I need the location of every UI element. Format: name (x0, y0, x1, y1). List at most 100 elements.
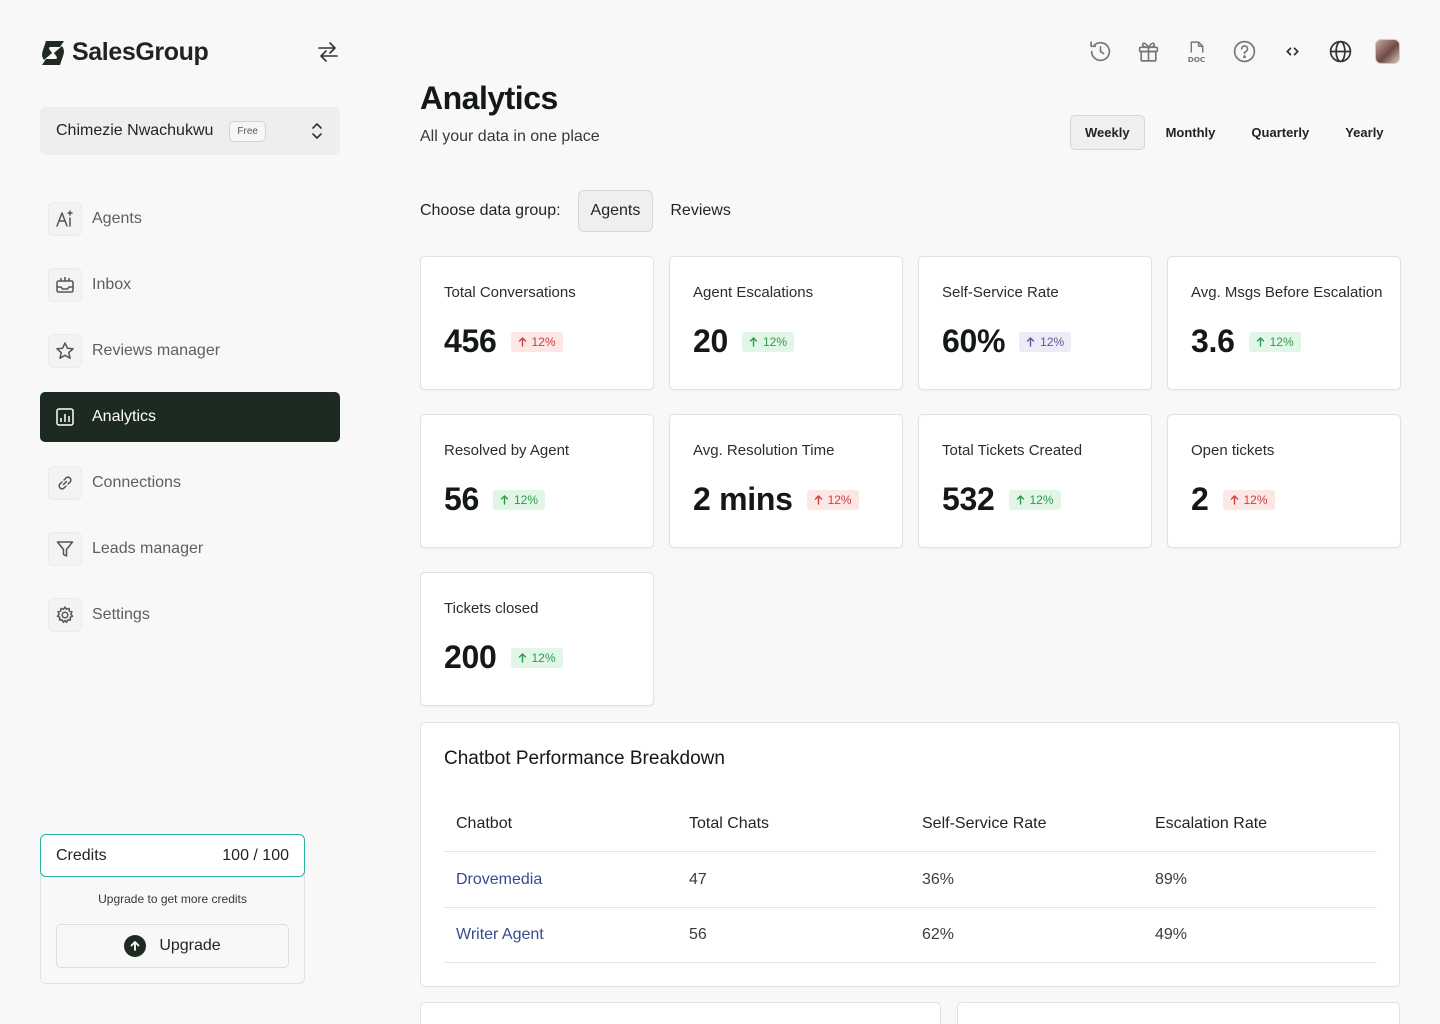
chatbot-link[interactable]: Drovemedia (456, 870, 543, 888)
metric-change-value: 12% (531, 650, 556, 665)
star-icon (48, 334, 82, 368)
help-icon[interactable] (1231, 38, 1258, 65)
top-toolbar: DOC (1087, 38, 1400, 65)
collapse-sidebar-icon[interactable] (316, 40, 340, 64)
table-cell: 56 (689, 926, 707, 943)
sidebar-item-leads-manager[interactable]: Leads manager (40, 524, 340, 574)
metric-change-value: 12% (1269, 334, 1294, 349)
arrow-up-icon (1026, 336, 1035, 347)
metric-title: Tickets closed (444, 600, 539, 617)
arrow-up-icon (814, 494, 822, 505)
panel-title: Chatbot Performance Breakdown (444, 748, 725, 769)
metric-title: Self-Service Rate (942, 284, 1059, 301)
history-icon[interactable] (1087, 38, 1114, 65)
chatbot-performance-panel: Chatbot Performance Breakdown Chatbot To… (420, 722, 1400, 987)
metric-value: 532 (942, 481, 995, 517)
chatbot-link[interactable]: Writer Agent (456, 926, 544, 943)
avatar[interactable] (1375, 39, 1400, 64)
sidebar-item-connections[interactable]: Connections (40, 458, 340, 508)
tab-yearly[interactable]: Yearly (1345, 125, 1384, 140)
metric-card-self-service-rate: Self-Service Rate 60% 12% (918, 256, 1152, 390)
tab-reviews[interactable]: Reviews (670, 202, 731, 219)
globe-icon[interactable] (1327, 38, 1354, 65)
metric-change-badge: 12% (493, 489, 546, 510)
arrow-up-icon (124, 935, 147, 957)
metric-value: 56 (444, 481, 479, 517)
table-cell: 36% (922, 870, 955, 888)
metric-title: Total Tickets Created (942, 442, 1083, 459)
code-icon[interactable] (1279, 38, 1306, 65)
performance-table: Chatbot Total Chats Self-Service Rate Es… (444, 797, 1377, 963)
metric-change-value: 12% (1040, 334, 1065, 349)
tab-monthly[interactable]: Monthly (1165, 125, 1216, 140)
gift-icon[interactable] (1135, 38, 1162, 65)
page-subtitle: All your data in one place (420, 128, 600, 145)
gear-icon (48, 598, 82, 632)
arrow-up-icon (1256, 336, 1264, 347)
workspace-switcher[interactable]: Chimezie Nwachukwu Free (40, 107, 340, 155)
arrow-up-icon (749, 336, 758, 347)
metric-value: 2 (1191, 481, 1209, 517)
metric-card-avg-msgs-before-escalation: Avg. Msgs Before Escalation 3.6 12% (1167, 256, 1401, 390)
sidebar-item-analytics[interactable]: Analytics (40, 392, 340, 442)
sidebar-item-label: Leads manager (92, 540, 204, 557)
metric-change-value: 12% (514, 492, 539, 507)
metric-value: 3.6 (1191, 323, 1235, 359)
metric-change-badge: 12% (510, 647, 563, 668)
table-cell: 49% (1155, 926, 1188, 943)
workspace-name: Chimezie Nwachukwu (56, 122, 214, 139)
analytics-icon (48, 400, 82, 434)
metric-change-badge: 12% (1019, 331, 1072, 352)
upgrade-button[interactable]: Upgrade (56, 924, 289, 968)
tab-agents[interactable]: Agents (577, 190, 654, 232)
metric-value: 2 mins (693, 481, 793, 517)
credits-value: 100 / 100 (222, 846, 289, 864)
credits-box: Credits 100 / 100 Upgrade to get more cr… (40, 834, 305, 984)
metric-change-value: 12% (531, 334, 556, 349)
table-row: Drovemedia 47 36% 89% (444, 851, 1377, 907)
link-icon (48, 466, 82, 500)
sidebar-item-label: Agents (92, 210, 142, 227)
panel-card (420, 1002, 941, 1024)
metric-change-value: 12% (763, 334, 788, 349)
metric-card-total-conversations: Total Conversations 456 12% (420, 256, 654, 390)
tab-quarterly[interactable]: Quarterly (1251, 125, 1310, 140)
metric-title: Open tickets (1191, 442, 1275, 459)
credits-label: Credits (56, 846, 107, 864)
metric-value: 456 (444, 323, 497, 359)
brand-logo-icon (42, 40, 64, 65)
column-header: Escalation Rate (1155, 815, 1268, 832)
data-group-selector: Choose data group: Agents Reviews (420, 190, 748, 232)
svg-text:DOC: DOC (1188, 55, 1206, 64)
metric-change-value: 12% (1029, 492, 1054, 507)
plan-badge: Free (229, 120, 266, 142)
column-header: Chatbot (456, 815, 513, 832)
metric-title: Resolved by Agent (444, 442, 570, 459)
panel-card (957, 1002, 1400, 1024)
metric-title: Avg. Msgs Before Escalation (1191, 284, 1383, 301)
arrow-up-icon (518, 652, 526, 663)
table-cell: 89% (1155, 870, 1188, 888)
table-cell: 47 (689, 870, 707, 888)
metric-change-badge: 12% (806, 489, 859, 510)
sidebar-item-agents[interactable]: Agents (40, 194, 340, 244)
metric-card-resolved-by-agent: Resolved by Agent 56 12% (420, 414, 654, 548)
tab-weekly[interactable]: Weekly (1070, 115, 1145, 150)
metric-change-badge: 12% (1248, 331, 1301, 352)
doc-icon[interactable]: DOC (1183, 38, 1210, 65)
data-group-label: Choose data group: (420, 202, 561, 219)
sidebar-item-reviews-manager[interactable]: Reviews manager (40, 326, 340, 376)
sidebar-item-label: Settings (92, 606, 150, 623)
arrow-up-icon (518, 336, 526, 347)
sidebar-item-settings[interactable]: Settings (40, 590, 340, 640)
credits-header: Credits 100 / 100 (40, 834, 305, 877)
upgrade-label: Upgrade (159, 937, 221, 954)
metric-change-value: 12% (827, 492, 852, 507)
metric-value: 60% (942, 323, 1006, 359)
metric-change-badge: 12% (1008, 489, 1061, 510)
brand[interactable]: SalesGroup (40, 38, 209, 67)
column-header: Self-Service Rate (922, 815, 1047, 832)
metric-title: Total Conversations (444, 284, 576, 301)
sidebar-item-inbox[interactable]: Inbox (40, 260, 340, 310)
brand-name: SalesGroup (72, 38, 209, 66)
